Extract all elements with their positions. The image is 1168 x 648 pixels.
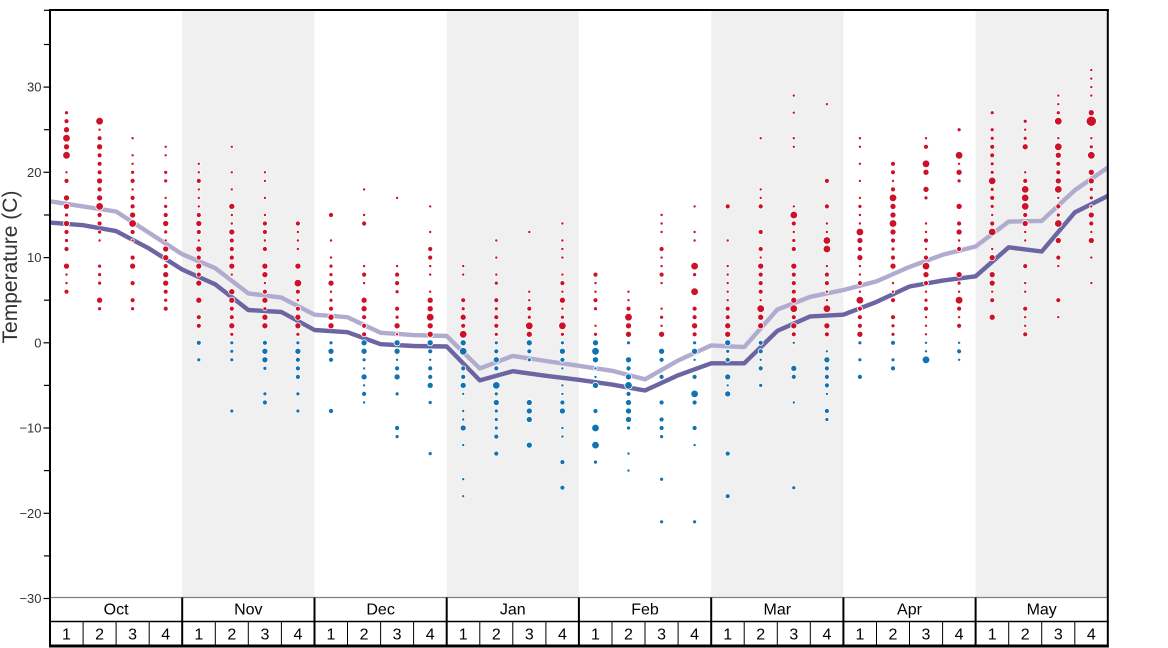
svg-text:4: 4 [161, 627, 170, 644]
svg-text:Dec: Dec [366, 602, 394, 619]
svg-text:Feb: Feb [631, 602, 659, 619]
svg-text:1: 1 [855, 627, 864, 644]
svg-text:−10: −10 [19, 421, 41, 436]
svg-text:4: 4 [1087, 627, 1096, 644]
svg-text:1: 1 [723, 627, 732, 644]
svg-text:2: 2 [360, 627, 369, 644]
svg-text:20: 20 [27, 165, 41, 180]
svg-text:4: 4 [293, 627, 302, 644]
svg-text:1: 1 [327, 627, 336, 644]
svg-text:4: 4 [690, 627, 699, 644]
svg-text:3: 3 [657, 627, 666, 644]
svg-text:3: 3 [1054, 627, 1063, 644]
svg-text:−30: −30 [19, 591, 41, 606]
svg-text:3: 3 [128, 627, 137, 644]
svg-text:2: 2 [1021, 627, 1030, 644]
svg-text:2: 2 [95, 627, 104, 644]
svg-text:10: 10 [27, 250, 41, 265]
svg-text:3: 3 [525, 627, 534, 644]
svg-text:2: 2 [756, 627, 765, 644]
svg-text:4: 4 [822, 627, 831, 644]
svg-text:Nov: Nov [234, 602, 262, 619]
svg-text:4: 4 [426, 627, 435, 644]
svg-text:1: 1 [459, 627, 468, 644]
svg-text:May: May [1027, 602, 1057, 619]
svg-text:1: 1 [988, 627, 997, 644]
svg-text:1: 1 [591, 627, 600, 644]
svg-text:2: 2 [227, 627, 236, 644]
svg-text:4: 4 [558, 627, 567, 644]
svg-text:1: 1 [194, 627, 203, 644]
svg-text:0: 0 [34, 335, 41, 350]
svg-text:3: 3 [789, 627, 798, 644]
svg-text:4: 4 [955, 627, 964, 644]
svg-text:Apr: Apr [897, 602, 923, 619]
svg-text:3: 3 [393, 627, 402, 644]
svg-text:30: 30 [27, 80, 41, 95]
svg-text:3: 3 [260, 627, 269, 644]
svg-text:Jan: Jan [500, 602, 526, 619]
svg-text:−20: −20 [19, 506, 41, 521]
svg-text:2: 2 [492, 627, 501, 644]
svg-text:3: 3 [922, 627, 931, 644]
svg-text:Oct: Oct [104, 602, 129, 619]
svg-text:2: 2 [889, 627, 898, 644]
svg-text:1: 1 [62, 627, 71, 644]
svg-text:2: 2 [624, 627, 633, 644]
svg-text:Mar: Mar [764, 602, 792, 619]
svg-text:Temperature (C): Temperature (C) [0, 191, 22, 344]
